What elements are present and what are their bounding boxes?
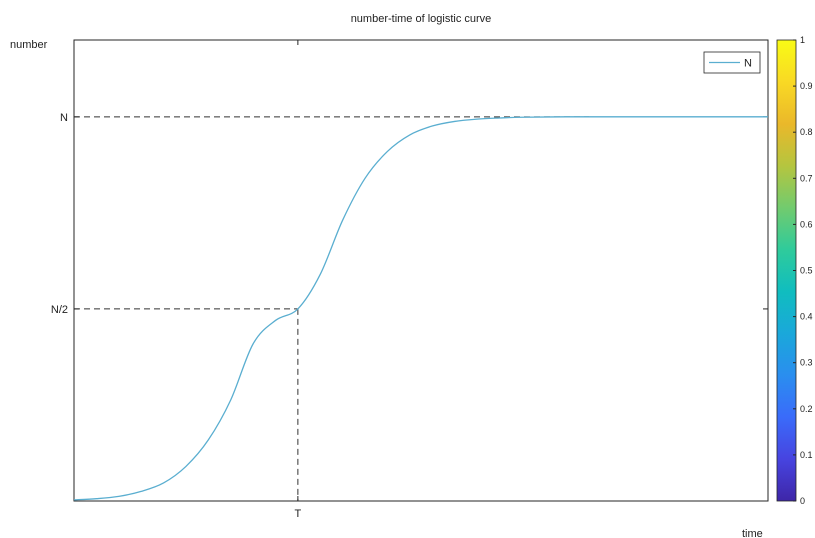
plot-area [73,39,769,502]
x-tick-label: T [295,508,302,520]
colorbar-tick-label: 0.7 [800,173,813,183]
legend: N [703,51,761,74]
reference-lines [74,116,589,501]
y-tick-label: N/2 [51,304,68,316]
colorbar-ticks: 0 0.1 0.2 0.3 0.4 0.5 0.6 0.7 0.8 0.9 1 [793,35,813,506]
colorbar-tick-label: 0.8 [800,127,813,137]
colorbar-tick-label: 0.3 [800,358,813,368]
legend-label-n: N [744,58,752,70]
chart-title: number-time of logistic curve [351,13,492,25]
series-group [74,116,768,501]
colorbar-tick-label: 0.4 [800,312,813,322]
colorbar-tick-label: 1 [800,35,805,45]
y-ticks: N/2 N [51,112,768,316]
colorbar-tick-label: 0.1 [800,450,813,460]
y-axis-label: number [10,39,48,51]
colorbar-tick-label: 0.2 [800,404,813,414]
colorbar-tick-label: 0.6 [800,219,813,229]
colorbar-tick-label: 0 [800,496,805,506]
y-tick-label: N [60,112,68,124]
series-line-n [74,116,768,501]
colorbar: 0 0.1 0.2 0.3 0.4 0.5 0.6 0.7 0.8 0.9 1 [776,35,813,506]
x-ticks: T [295,40,302,520]
x-axis-label: time [742,528,763,538]
colorbar-tick-label: 0.5 [800,266,813,276]
colorbar-tick-label: 0.9 [800,81,813,91]
